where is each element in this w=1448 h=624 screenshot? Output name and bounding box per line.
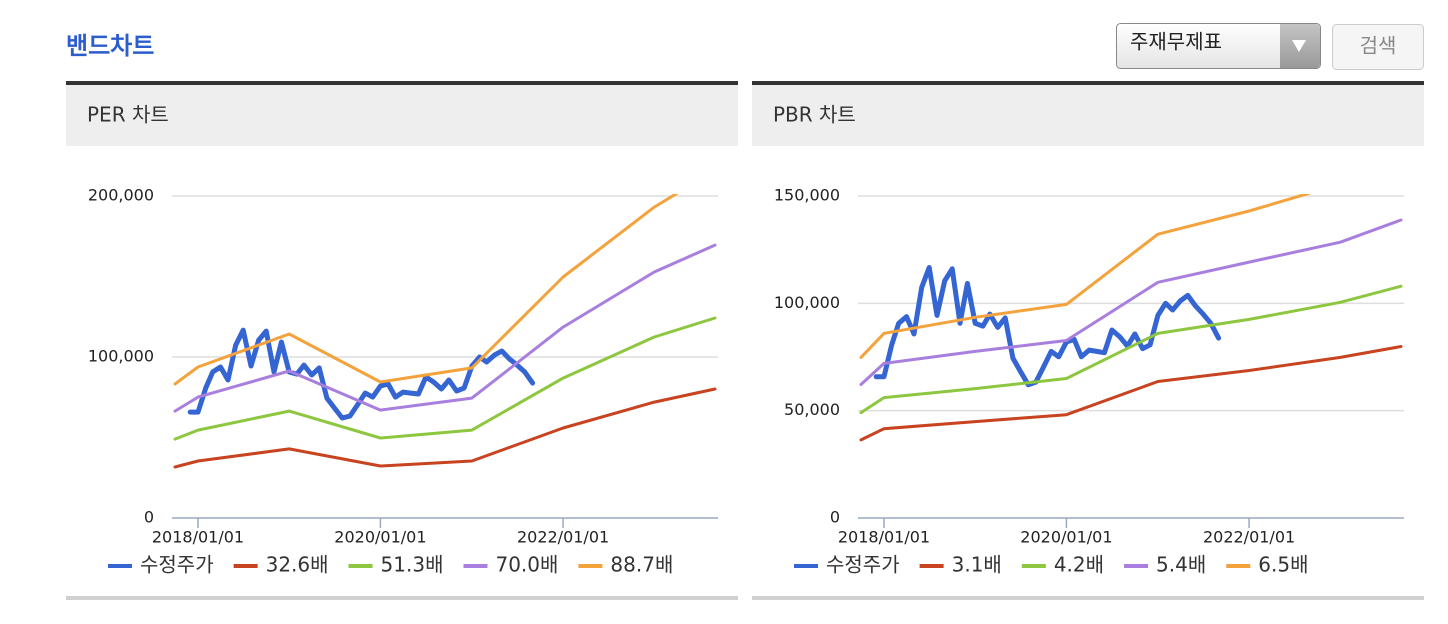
select-arrow[interactable] bbox=[1292, 40, 1306, 52]
select-box[interactable] bbox=[1116, 23, 1321, 69]
statement-select[interactable]: 주재무제표 bbox=[1116, 23, 1321, 69]
search-button[interactable] bbox=[1332, 24, 1424, 70]
series-line bbox=[859, 284, 1403, 415]
y-tick-label: 0 bbox=[830, 508, 840, 527]
legend-label: 수정주가 bbox=[140, 553, 214, 577]
x-tick-label: 2022/01/01 bbox=[1203, 528, 1295, 547]
x-tick-label: 2022/01/01 bbox=[517, 528, 609, 547]
chart-title: PER 차트 bbox=[87, 103, 169, 127]
x-tick-label: 2020/01/01 bbox=[334, 528, 426, 547]
panel-header bbox=[66, 85, 738, 146]
y-tick-label: 200,000 bbox=[88, 186, 154, 205]
legend-label: 70.0배 bbox=[495, 553, 558, 577]
series-line bbox=[859, 194, 1312, 359]
legend-label: 6.5배 bbox=[1258, 553, 1308, 577]
panel-header bbox=[752, 85, 1424, 146]
legend-label: 88.7배 bbox=[610, 553, 673, 577]
y-tick-label: 100,000 bbox=[88, 347, 154, 366]
search-button-label[interactable]: 검색 bbox=[1360, 34, 1397, 58]
panel-top-border bbox=[66, 81, 738, 85]
legend-label: 32.6배 bbox=[266, 553, 329, 577]
select-value[interactable]: 주재무제표 bbox=[1130, 30, 1222, 54]
series-line bbox=[173, 316, 717, 441]
series-line bbox=[187, 327, 536, 421]
legend-label: 5.4배 bbox=[1156, 553, 1206, 577]
legend-label: 3.1배 bbox=[952, 553, 1002, 577]
charts: PER 차트 0 100,000 200,000 2018/01/01 2020/01/0… bbox=[66, 81, 1424, 600]
chart-title: PBR 차트 bbox=[773, 103, 856, 127]
x-tick-label: 2020/01/01 bbox=[1020, 528, 1112, 547]
series-line bbox=[173, 194, 679, 386]
page-title: 밴드차트 bbox=[66, 32, 154, 60]
panel-bottom-border bbox=[66, 596, 738, 600]
y-tick-label: 50,000 bbox=[784, 400, 840, 419]
y-tick-label: 0 bbox=[144, 508, 154, 527]
panel-top-border bbox=[752, 81, 1424, 85]
chart-panel: PER 차트 0 100,000 200,000 2018/01/01 2020/01/0… bbox=[66, 81, 738, 600]
series-line bbox=[173, 387, 717, 469]
y-tick-label: 150,000 bbox=[774, 186, 840, 205]
series-line bbox=[873, 265, 1222, 388]
panel-bottom-border bbox=[752, 596, 1424, 600]
legend-label: 4.2배 bbox=[1054, 553, 1104, 577]
chart-panel: PBR 차트 0 50,000 100,000 150,000 2018/01/01 202… bbox=[752, 81, 1424, 600]
x-tick-label: 2018/01/01 bbox=[838, 528, 930, 547]
series-line bbox=[859, 218, 1403, 386]
legend-label: 수정주가 bbox=[826, 553, 900, 577]
legend-label: 51.3배 bbox=[381, 553, 444, 577]
series-line bbox=[859, 345, 1403, 442]
series-line bbox=[173, 243, 717, 413]
x-tick-label: 2018/01/01 bbox=[152, 528, 244, 547]
y-tick-label: 100,000 bbox=[774, 293, 840, 312]
